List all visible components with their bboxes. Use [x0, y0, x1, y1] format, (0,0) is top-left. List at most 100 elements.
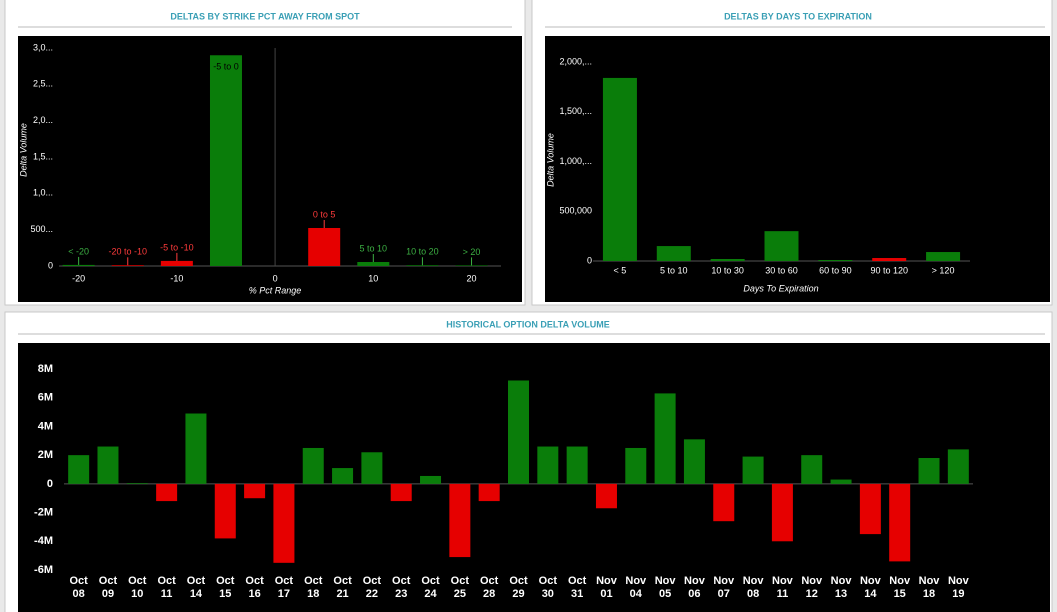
- bar: [683, 439, 705, 484]
- bar: [926, 252, 961, 261]
- bar: [508, 380, 529, 484]
- x-tick-label: Oct 15: [216, 575, 235, 600]
- bar: [742, 456, 764, 484]
- x-tick-label: Oct 18: [304, 575, 323, 600]
- x-tick-label: Nov 13: [830, 575, 852, 600]
- y-tick-label: 500,000: [559, 206, 592, 216]
- chart-title: DELTAS BY STRIKE PCT AWAY FROM SPOT: [170, 11, 360, 21]
- bar: [244, 483, 266, 499]
- x-tick-label: Oct 29: [509, 575, 528, 600]
- x-tick-label: > 120: [932, 265, 955, 275]
- bar: [406, 265, 439, 266]
- y-tick-label: -4M: [34, 535, 53, 547]
- x-tick-label: Oct 17: [274, 575, 294, 600]
- bar-label: 10 to 20: [406, 247, 439, 257]
- x-tick-label: 10 to 30: [711, 265, 744, 275]
- bar: [357, 262, 390, 266]
- bar: [771, 483, 793, 542]
- x-tick-label: Nov 06: [684, 575, 705, 600]
- bar-label: -20 to -10: [108, 247, 147, 257]
- y-tick-label: 2,0...: [33, 115, 53, 125]
- x-tick-label: Oct 31: [567, 575, 587, 600]
- x-tick-label: 0: [273, 273, 278, 283]
- bar: [209, 55, 242, 267]
- bar: [566, 446, 588, 484]
- bar: [478, 483, 500, 502]
- x-tick-label: Nov 07: [713, 575, 735, 600]
- y-tick-label: 2,000,...: [559, 56, 592, 66]
- chart-title: DELTAS BY DAYS TO EXPIRATION: [724, 11, 872, 21]
- y-tick-label: 4M: [38, 420, 53, 432]
- bar: [160, 260, 193, 266]
- bar: [455, 265, 488, 266]
- bar: [625, 447, 647, 484]
- x-tick-label: 10: [368, 273, 378, 283]
- bar: [859, 483, 881, 535]
- x-axis-title: Days To Expiration: [743, 283, 818, 293]
- bar-label: 0 to 5: [313, 209, 336, 219]
- x-tick-label: Nov 18: [918, 575, 940, 600]
- x-tick-label: Nov 11: [772, 575, 793, 600]
- x-tick-label: -10: [170, 273, 183, 283]
- bar: [656, 246, 691, 261]
- chart-title: HISTORICAL OPTION DELTA VOLUME: [446, 319, 610, 329]
- bar: [68, 455, 90, 484]
- plot-area: [18, 343, 1050, 612]
- y-tick-label: 8M: [38, 363, 53, 375]
- x-tick-label: Oct 16: [245, 575, 264, 600]
- y-tick-label: 2,5...: [33, 79, 53, 89]
- x-tick-label: Oct 14: [186, 575, 206, 600]
- bar: [420, 475, 442, 484]
- bar: [710, 259, 745, 261]
- x-tick-label: Oct 11: [157, 575, 176, 600]
- y-tick-label: 3,0...: [33, 42, 53, 52]
- bar: [830, 479, 852, 484]
- y-tick-label: 0: [48, 260, 53, 270]
- bar: [713, 483, 735, 522]
- bar: [947, 449, 969, 484]
- y-tick-label: -2M: [34, 506, 53, 518]
- x-tick-label: Nov 08: [742, 575, 764, 600]
- bar: [156, 483, 178, 502]
- y-tick-label: 0: [587, 255, 592, 265]
- x-tick-label: Nov 04: [625, 575, 647, 600]
- bar: [126, 483, 148, 484]
- y-axis-title: Delta Volume: [18, 123, 28, 177]
- y-tick-label: -6M: [34, 564, 53, 576]
- x-tick-label: 30 to 60: [765, 265, 798, 275]
- bar: [214, 483, 236, 539]
- bar: [97, 446, 119, 484]
- x-tick-label: Nov 12: [801, 575, 823, 600]
- x-tick-label: Nov 05: [654, 575, 676, 600]
- y-tick-label: 0: [47, 478, 53, 490]
- bar: [308, 227, 341, 266]
- bar: [889, 483, 911, 562]
- y-tick-label: 2M: [38, 449, 53, 461]
- bar: [764, 231, 799, 261]
- x-tick-label: < 5: [614, 265, 627, 275]
- bar: [273, 483, 295, 563]
- bar: [361, 452, 383, 484]
- x-tick-label: 20: [467, 273, 477, 283]
- x-tick-label: 60 to 90: [819, 265, 852, 275]
- bar-label: -5 to 0: [213, 62, 239, 72]
- x-tick-label: Oct 24: [421, 575, 440, 600]
- y-tick-label: 1,0...: [33, 188, 53, 198]
- x-tick-label: Oct 23: [392, 575, 411, 600]
- x-tick-label: Nov 15: [889, 575, 911, 600]
- bar: [872, 258, 907, 261]
- x-tick-label: Oct 08: [69, 575, 88, 600]
- bar: [602, 77, 637, 261]
- bar: [390, 483, 412, 502]
- bar: [818, 260, 853, 261]
- x-tick-label: 5 to 10: [660, 265, 688, 275]
- x-tick-label: 90 to 120: [870, 265, 908, 275]
- bar: [654, 393, 676, 484]
- bar-label: > 20: [463, 247, 481, 257]
- x-tick-label: -20: [72, 273, 85, 283]
- y-tick-label: 1,5...: [33, 151, 53, 161]
- x-tick-label: Oct 21: [333, 575, 352, 600]
- bar: [449, 483, 471, 558]
